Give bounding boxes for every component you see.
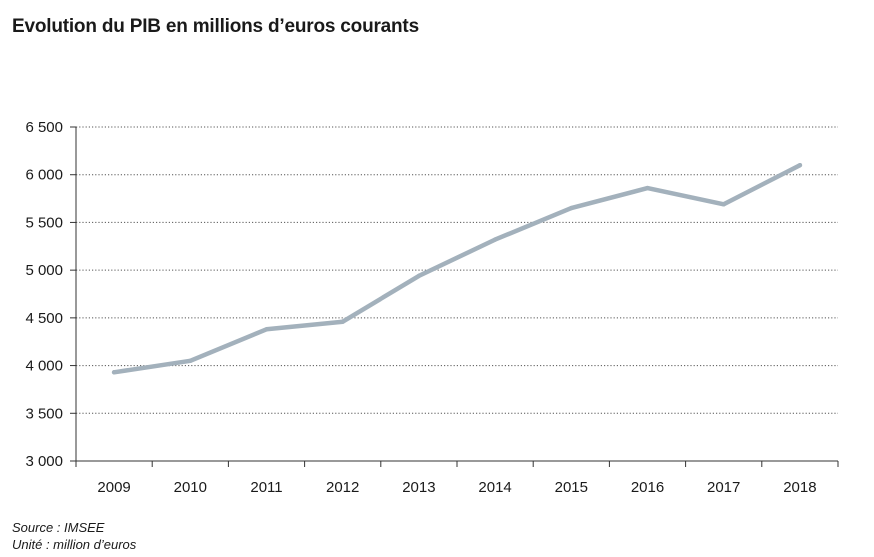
- x-tick-label-2009: 2009: [97, 479, 130, 496]
- x-tick-label-2017: 2017: [707, 479, 740, 496]
- y-tick-label-3000: 3 000: [25, 453, 63, 470]
- x-tick-label-2016: 2016: [631, 479, 664, 496]
- x-tick-label-2014: 2014: [478, 479, 511, 496]
- gridlines: [76, 126, 838, 414]
- y-tick-label-6500: 6 500: [25, 119, 63, 136]
- x-tick-label-2010: 2010: [174, 479, 207, 496]
- data-point-2016: [645, 185, 650, 191]
- x-tick-label-2018: 2018: [783, 479, 816, 496]
- x-tick-label-2015: 2015: [555, 479, 588, 496]
- y-tick-label-4500: 4 500: [25, 310, 63, 327]
- source-note: Source : IMSEE: [12, 520, 105, 535]
- y-tick-label-5500: 5 500: [25, 214, 63, 231]
- series-line-0: [111, 162, 803, 375]
- chart-notes: Source : IMSEE Unité : million d’euros: [12, 519, 136, 553]
- data-point-2010: [188, 358, 193, 363]
- data-point-2015: [569, 205, 574, 211]
- unit-note: Unité : million d’euros: [12, 537, 137, 552]
- series-lines: [111, 162, 803, 375]
- x-tick-label-2012: 2012: [326, 479, 359, 496]
- x-tick-labels: 2009 2010 2011 2012 2013 2014 2015 2016 2017 2018: [97, 479, 816, 496]
- x-tick-label-2013: 2013: [402, 479, 435, 496]
- y-tick-label-4000: 4 000: [25, 358, 63, 375]
- data-point-2013: [416, 273, 422, 279]
- axes: [70, 126, 839, 467]
- data-point-2018: [797, 162, 803, 168]
- line-chart: 3 000 3 500 4 000 4 500 5 000 5 500 6 000 6 500…: [25, 119, 839, 496]
- y-tick-label-3500: 3 500: [25, 405, 63, 422]
- data-point-2011: [264, 327, 269, 332]
- data-point-2017: [721, 202, 726, 207]
- data-point-2012: [340, 319, 345, 324]
- data-point-2009: [111, 370, 117, 375]
- y-tick-label-5000: 5 000: [25, 262, 63, 279]
- x-tick-label-2011: 2011: [250, 479, 282, 496]
- y-tick-label-6000: 6 000: [25, 167, 63, 184]
- y-tick-labels: 3 000 3 500 4 000 4 500 5 000 5 500 6 000 6 500: [25, 119, 63, 470]
- data-point-2014: [492, 237, 498, 242]
- chart-title: Evolution du PIB en millions d’euros cou…: [12, 16, 419, 37]
